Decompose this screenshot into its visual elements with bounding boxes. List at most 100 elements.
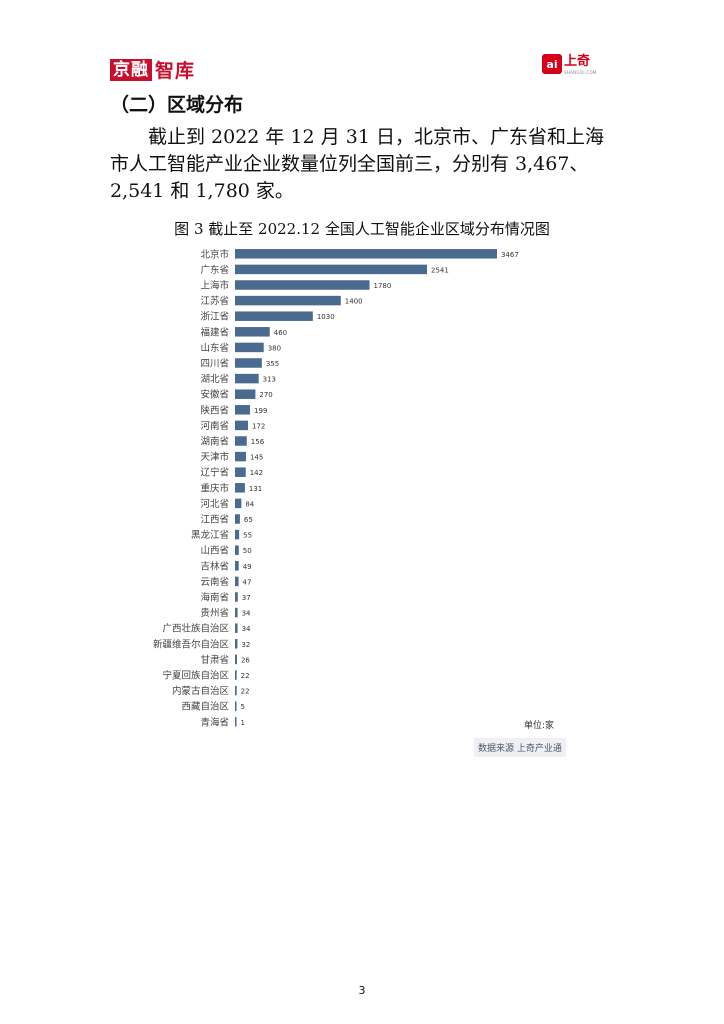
bar — [235, 358, 262, 368]
bar — [235, 405, 251, 415]
category-label: 海南省 — [200, 592, 229, 604]
category-label: 山东省 — [200, 342, 229, 354]
bar — [235, 592, 238, 602]
category-label: 江苏省 — [200, 295, 229, 307]
value-label: 1 — [241, 719, 245, 727]
bar — [235, 514, 240, 524]
category-label: 西藏自治区 — [181, 701, 229, 713]
value-label: 270 — [259, 391, 272, 399]
category-label: 宁夏回族自治区 — [162, 670, 229, 682]
category-label: 内蒙古自治区 — [172, 685, 230, 697]
value-label: 1030 — [317, 313, 335, 321]
bar — [235, 561, 239, 571]
category-label: 甘肃省 — [200, 654, 229, 666]
bar — [235, 529, 240, 540]
bar — [235, 451, 246, 462]
bar — [235, 327, 270, 337]
category-label: 广西壮族自治区 — [162, 623, 229, 635]
bar — [235, 249, 497, 259]
value-label: 34 — [242, 625, 251, 633]
category-label: 黑龙江省 — [191, 529, 229, 541]
value-label: 55 — [243, 532, 252, 540]
category-label: 江西省 — [200, 514, 229, 526]
category-label: 山西省 — [200, 545, 229, 557]
category-label: 辽宁省 — [200, 467, 229, 479]
category-label: 安徽省 — [200, 389, 229, 401]
ai-logo-icon: ai — [542, 54, 562, 74]
value-label: 49 — [243, 563, 252, 571]
category-label: 陕西省 — [200, 404, 229, 416]
value-label: 37 — [242, 594, 251, 602]
category-label: 广东省 — [200, 264, 229, 276]
bar — [235, 498, 242, 509]
logo-text: 智库 — [155, 60, 196, 82]
bar — [235, 420, 248, 431]
region-bar-chart: 北京市 3467 广东省 2541 上海市 1780 江苏省 1400 浙江省 1030 福建省 46… — [153, 248, 519, 728]
value-label: 22 — [241, 688, 250, 696]
bar — [235, 717, 237, 727]
body-paragraph: 截止到 2022 年 12 月 31 日，北京市、广东省和上海市人工智能产业企业… — [110, 126, 604, 202]
category-label: 天津市 — [200, 451, 229, 463]
bar — [235, 264, 428, 275]
category-label: 青海省 — [200, 716, 229, 728]
value-label: 1780 — [374, 282, 392, 290]
value-label: 380 — [268, 344, 281, 352]
value-label: 156 — [251, 438, 265, 446]
value-label: 145 — [250, 454, 263, 462]
value-label: 5 — [241, 703, 245, 711]
category-label: 吉林省 — [200, 560, 229, 572]
page-number: 3 — [358, 984, 366, 997]
shangqi-logo: ai 上奇 SHANGQI.COM — [542, 54, 597, 75]
page-header: 京融 智库 ai 上奇 SHANGQI.COM — [0, 0, 724, 90]
value-label: 26 — [241, 656, 250, 664]
bar — [235, 389, 256, 399]
bar — [235, 280, 370, 290]
section-title: （二）区域分布 — [110, 94, 244, 116]
value-label: 34 — [242, 610, 251, 618]
value-label: 22 — [241, 672, 250, 680]
category-label: 河南省 — [200, 420, 229, 432]
value-label: 50 — [243, 547, 252, 555]
category-label: 四川省 — [200, 358, 229, 370]
bar — [235, 607, 238, 618]
value-label: 47 — [243, 578, 252, 586]
value-label: 65 — [244, 516, 253, 524]
bar — [235, 467, 246, 477]
value-label: 460 — [274, 329, 287, 337]
value-label: 199 — [254, 407, 267, 415]
figure-title: 图 3 截止至 2022.12 全国人工智能企业区域分布情况图 — [174, 220, 550, 238]
value-label: 1400 — [345, 298, 363, 306]
category-label: 上海市 — [200, 280, 229, 292]
bar — [235, 639, 238, 649]
value-label: 84 — [245, 500, 254, 508]
category-label: 新疆维吾尔自治区 — [153, 638, 230, 650]
value-label: 172 — [252, 422, 265, 430]
bar — [235, 576, 239, 587]
value-label: 2541 — [431, 266, 449, 274]
bar — [235, 342, 264, 353]
bar — [235, 623, 238, 633]
unit-label: 单位:家 — [524, 721, 555, 731]
bar — [235, 685, 237, 696]
bar — [235, 436, 247, 446]
value-label: 313 — [263, 376, 276, 384]
value-label: 3467 — [501, 251, 519, 259]
category-label: 湖北省 — [200, 373, 229, 385]
category-label: 湖南省 — [200, 436, 229, 448]
value-label: 32 — [241, 641, 250, 649]
shangqi-domain: SHANGQI.COM — [564, 70, 597, 75]
logo-box-text: 京融 — [110, 58, 152, 81]
category-label: 云南省 — [200, 576, 229, 588]
category-label: 浙江省 — [200, 311, 229, 323]
value-label: 142 — [250, 469, 263, 477]
bar — [235, 295, 341, 306]
category-label: 北京市 — [200, 248, 229, 260]
jingrong-logo: 京融 智库 — [110, 56, 195, 83]
bar — [235, 670, 237, 680]
value-label: 131 — [249, 485, 262, 493]
bar — [235, 311, 313, 321]
bar — [235, 654, 237, 665]
category-label: 贵州省 — [200, 607, 229, 619]
category-label: 福建省 — [200, 326, 229, 338]
category-label: 重庆市 — [200, 482, 229, 494]
